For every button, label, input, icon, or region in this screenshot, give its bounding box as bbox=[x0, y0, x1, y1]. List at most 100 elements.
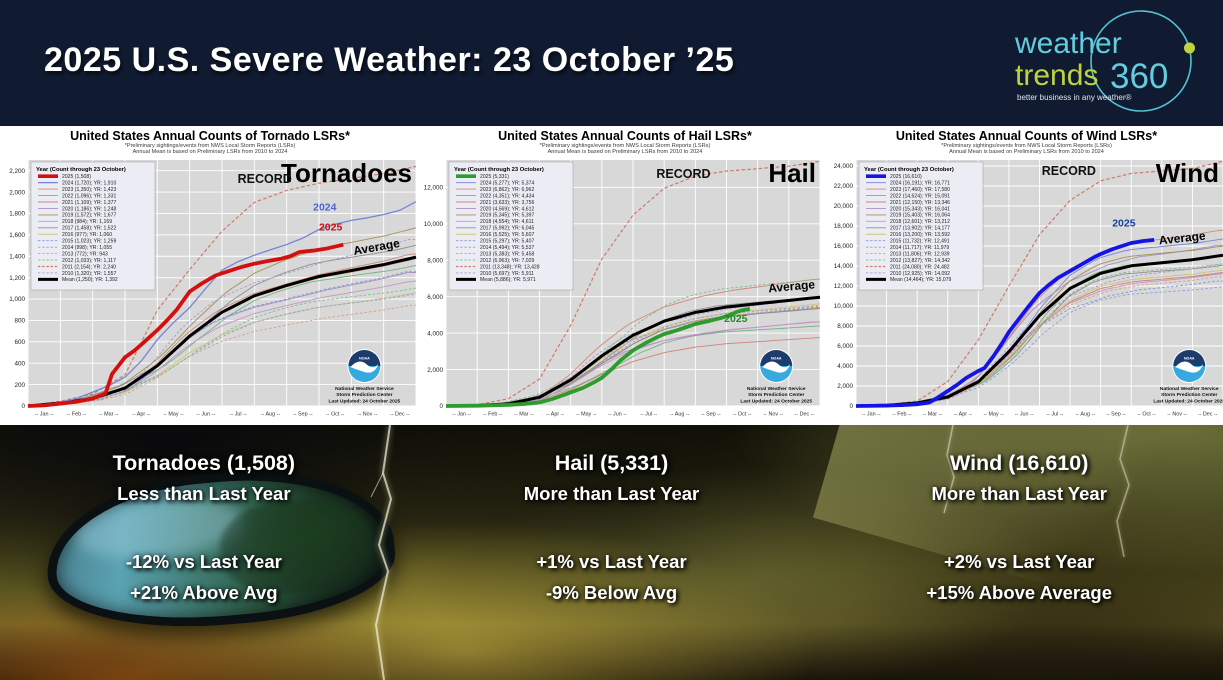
noaa-caption-line: Storm Prediction Center bbox=[1161, 392, 1217, 398]
stat-col-tornadoes: Tornadoes (1,508) Less than Last Year -1… bbox=[0, 425, 408, 680]
month-label: -- May -- bbox=[163, 411, 184, 417]
svg-text:2,000: 2,000 bbox=[427, 367, 443, 374]
month-label: -- Aug -- bbox=[670, 411, 690, 417]
line-2025 bbox=[855, 237, 1155, 408]
logo-word-trends: trends bbox=[1015, 59, 1098, 92]
tornado-chart-title: United States Annual Counts of Tornado L… bbox=[70, 129, 350, 143]
month-label: -- Dec -- bbox=[795, 411, 815, 417]
legend-entry: Mean (1,250); YR: 1,392 bbox=[62, 277, 118, 283]
big-label: Tornadoes bbox=[281, 158, 412, 188]
legend-entry: 2012 (1,033); YR: 1,117 bbox=[62, 258, 116, 264]
tornadoes-pct-vs-lastyear: -12% vs Last Year bbox=[125, 551, 282, 572]
legend-header: Year (Count through 23 October) bbox=[454, 167, 544, 173]
legend-entry: 2023 (1,350); YR: 1,423 bbox=[62, 187, 116, 193]
tornado-chart-subtitle-2: Annual Mean is based on Preliminary LSRs… bbox=[132, 149, 288, 156]
month-label: -- Dec -- bbox=[390, 411, 410, 417]
legend-entry: 2018 (12,601); YR: 13,212 bbox=[890, 219, 950, 225]
month-label: -- Jun -- bbox=[196, 411, 215, 417]
legend-entry: 2011 (2,154); YR: 2,240 bbox=[62, 264, 116, 270]
month-label: -- Nov -- bbox=[763, 411, 783, 417]
legend-entry: 2016 (5,525); YR: 5,607 bbox=[480, 232, 534, 238]
hail-chart-svg: 0 2,000 4,000 6,000 8,000 10,000 12,000 -- Jan … bbox=[424, 158, 821, 417]
legend-entry: 2023 (6,862); YR: 6,962 bbox=[480, 187, 534, 193]
month-label: -- Feb -- bbox=[67, 411, 87, 417]
logo-word-360: 360 bbox=[1110, 57, 1168, 96]
wind-count-title: Wind (16,610) bbox=[949, 451, 1089, 475]
svg-text:4,000: 4,000 bbox=[837, 363, 853, 370]
tornadoes-vs-lastyear-label: Less than Last Year bbox=[117, 483, 291, 504]
legend-entry: 2021 (1,109); YR: 1,377 bbox=[62, 200, 116, 206]
weathertrends360-logo-icon: weather trends 360 better business in an… bbox=[1014, 10, 1195, 112]
line-2022 bbox=[27, 264, 417, 407]
svg-text:1,800: 1,800 bbox=[9, 210, 25, 217]
legend-entry: 2013 (5,383); YR: 5,458 bbox=[480, 251, 534, 257]
month-label: -- Aug -- bbox=[261, 411, 281, 417]
legend-entry: 2015 (11,732); YR: 12,491 bbox=[890, 238, 950, 244]
noaa-logo-icon: NOAA bbox=[347, 348, 382, 383]
month-label: -- Jul -- bbox=[230, 411, 247, 417]
legend-entry: 2014 (998); YR: 1,055 bbox=[62, 245, 112, 251]
month-label: -- Sep -- bbox=[293, 411, 313, 417]
logo-word-weather: weather bbox=[1014, 27, 1122, 60]
current-year-label: 2025 bbox=[1112, 217, 1136, 229]
logo-circle bbox=[1090, 10, 1192, 112]
hail-chart-title: United States Annual Counts of Hail LSRs… bbox=[498, 129, 752, 143]
svg-text:0: 0 bbox=[849, 403, 853, 410]
hail-count-title: Hail (5,331) bbox=[554, 451, 669, 475]
tornadoes-pct-vs-avg: +21% Above Avg bbox=[130, 582, 278, 603]
current-year-label: 2025 bbox=[319, 221, 343, 233]
legend-entry: 2020 (1,186); YR: 1,248 bbox=[62, 206, 116, 212]
month-label: -- Feb -- bbox=[483, 411, 503, 417]
hail-vs-lastyear-label: More than Last Year bbox=[523, 483, 700, 504]
legend-entry: 2021 (12,150); YR: 13,346 bbox=[890, 200, 950, 206]
legend-entry: 2022 (14,624); YR: 15,091 bbox=[890, 193, 950, 199]
svg-text:18,000: 18,000 bbox=[834, 223, 854, 230]
legend-entry: 2025 (1,508) bbox=[62, 174, 91, 180]
legend-entry: 2017 (13,902); YR: 14,177 bbox=[890, 225, 950, 231]
svg-text:22,000: 22,000 bbox=[834, 183, 854, 190]
legend-entry: 2019 (15,403); YR: 16,064 bbox=[890, 213, 950, 219]
legend-entry: 2013 (772); YR: 943 bbox=[62, 251, 108, 257]
legend-entry: Mean (14,464); YR: 15,079 bbox=[890, 277, 952, 283]
record-label: RECORD bbox=[1042, 164, 1096, 178]
svg-text:1,000: 1,000 bbox=[9, 296, 25, 303]
legend-entry: 2023 (17,460); YR: 17,580 bbox=[890, 187, 950, 193]
svg-text:20,000: 20,000 bbox=[834, 203, 854, 210]
svg-text:8,000: 8,000 bbox=[427, 257, 443, 264]
svg-text:12,000: 12,000 bbox=[834, 283, 854, 290]
month-label: -- Jun -- bbox=[1015, 411, 1034, 417]
month-label: -- Oct -- bbox=[1137, 411, 1156, 417]
month-label: -- Jan -- bbox=[35, 411, 54, 417]
legend-box bbox=[30, 161, 156, 291]
month-label: -- Mar -- bbox=[923, 411, 943, 417]
month-label: -- Aug -- bbox=[1076, 411, 1096, 417]
wind-chart-subtitle-1: *Preliminary sightings/events from NWS L… bbox=[941, 143, 1112, 149]
hail-pct-vs-avg: -9% Below Avg bbox=[545, 582, 678, 603]
svg-text:1,400: 1,400 bbox=[9, 253, 25, 260]
charts-row: United States Annual Counts of Tornado L… bbox=[0, 126, 1223, 425]
current-year-label: 2025 bbox=[724, 313, 748, 325]
month-label: -- Mar -- bbox=[514, 411, 534, 417]
svg-text:12,000: 12,000 bbox=[424, 184, 444, 191]
month-label: -- Nov -- bbox=[1167, 411, 1187, 417]
svg-text:200: 200 bbox=[14, 382, 25, 389]
chart-panel-tornadoes: United States Annual Counts of Tornado L… bbox=[0, 126, 420, 425]
noaa-caption-line: Storm Prediction Center bbox=[336, 392, 392, 398]
month-label: -- Jan -- bbox=[862, 411, 881, 417]
svg-text:1,600: 1,600 bbox=[9, 232, 25, 239]
svg-text:10,000: 10,000 bbox=[424, 221, 444, 228]
legend-entry: 2024 (16,191); YR: 16,771 bbox=[890, 180, 950, 186]
legend-entry: 2010 (1,320); YR: 1,557 bbox=[62, 271, 116, 277]
svg-text:16,000: 16,000 bbox=[834, 243, 854, 250]
svg-text:0: 0 bbox=[439, 403, 443, 410]
noaa-caption-line: National Weather Service bbox=[335, 386, 394, 392]
svg-text:2,000: 2,000 bbox=[837, 383, 853, 390]
month-label: -- Jan -- bbox=[452, 411, 471, 417]
noaa-caption-line: Last Updated: 24 October 2025 bbox=[329, 398, 401, 404]
month-label: -- May -- bbox=[983, 411, 1004, 417]
month-label: -- Mar -- bbox=[99, 411, 119, 417]
noaa-logo-icon: NOAA bbox=[759, 348, 794, 383]
hail-pct-vs-lastyear: +1% vs Last Year bbox=[536, 551, 687, 572]
legend-entry: 2021 (3,633); YR: 3,756 bbox=[480, 200, 534, 206]
svg-text:24,000: 24,000 bbox=[834, 163, 854, 170]
